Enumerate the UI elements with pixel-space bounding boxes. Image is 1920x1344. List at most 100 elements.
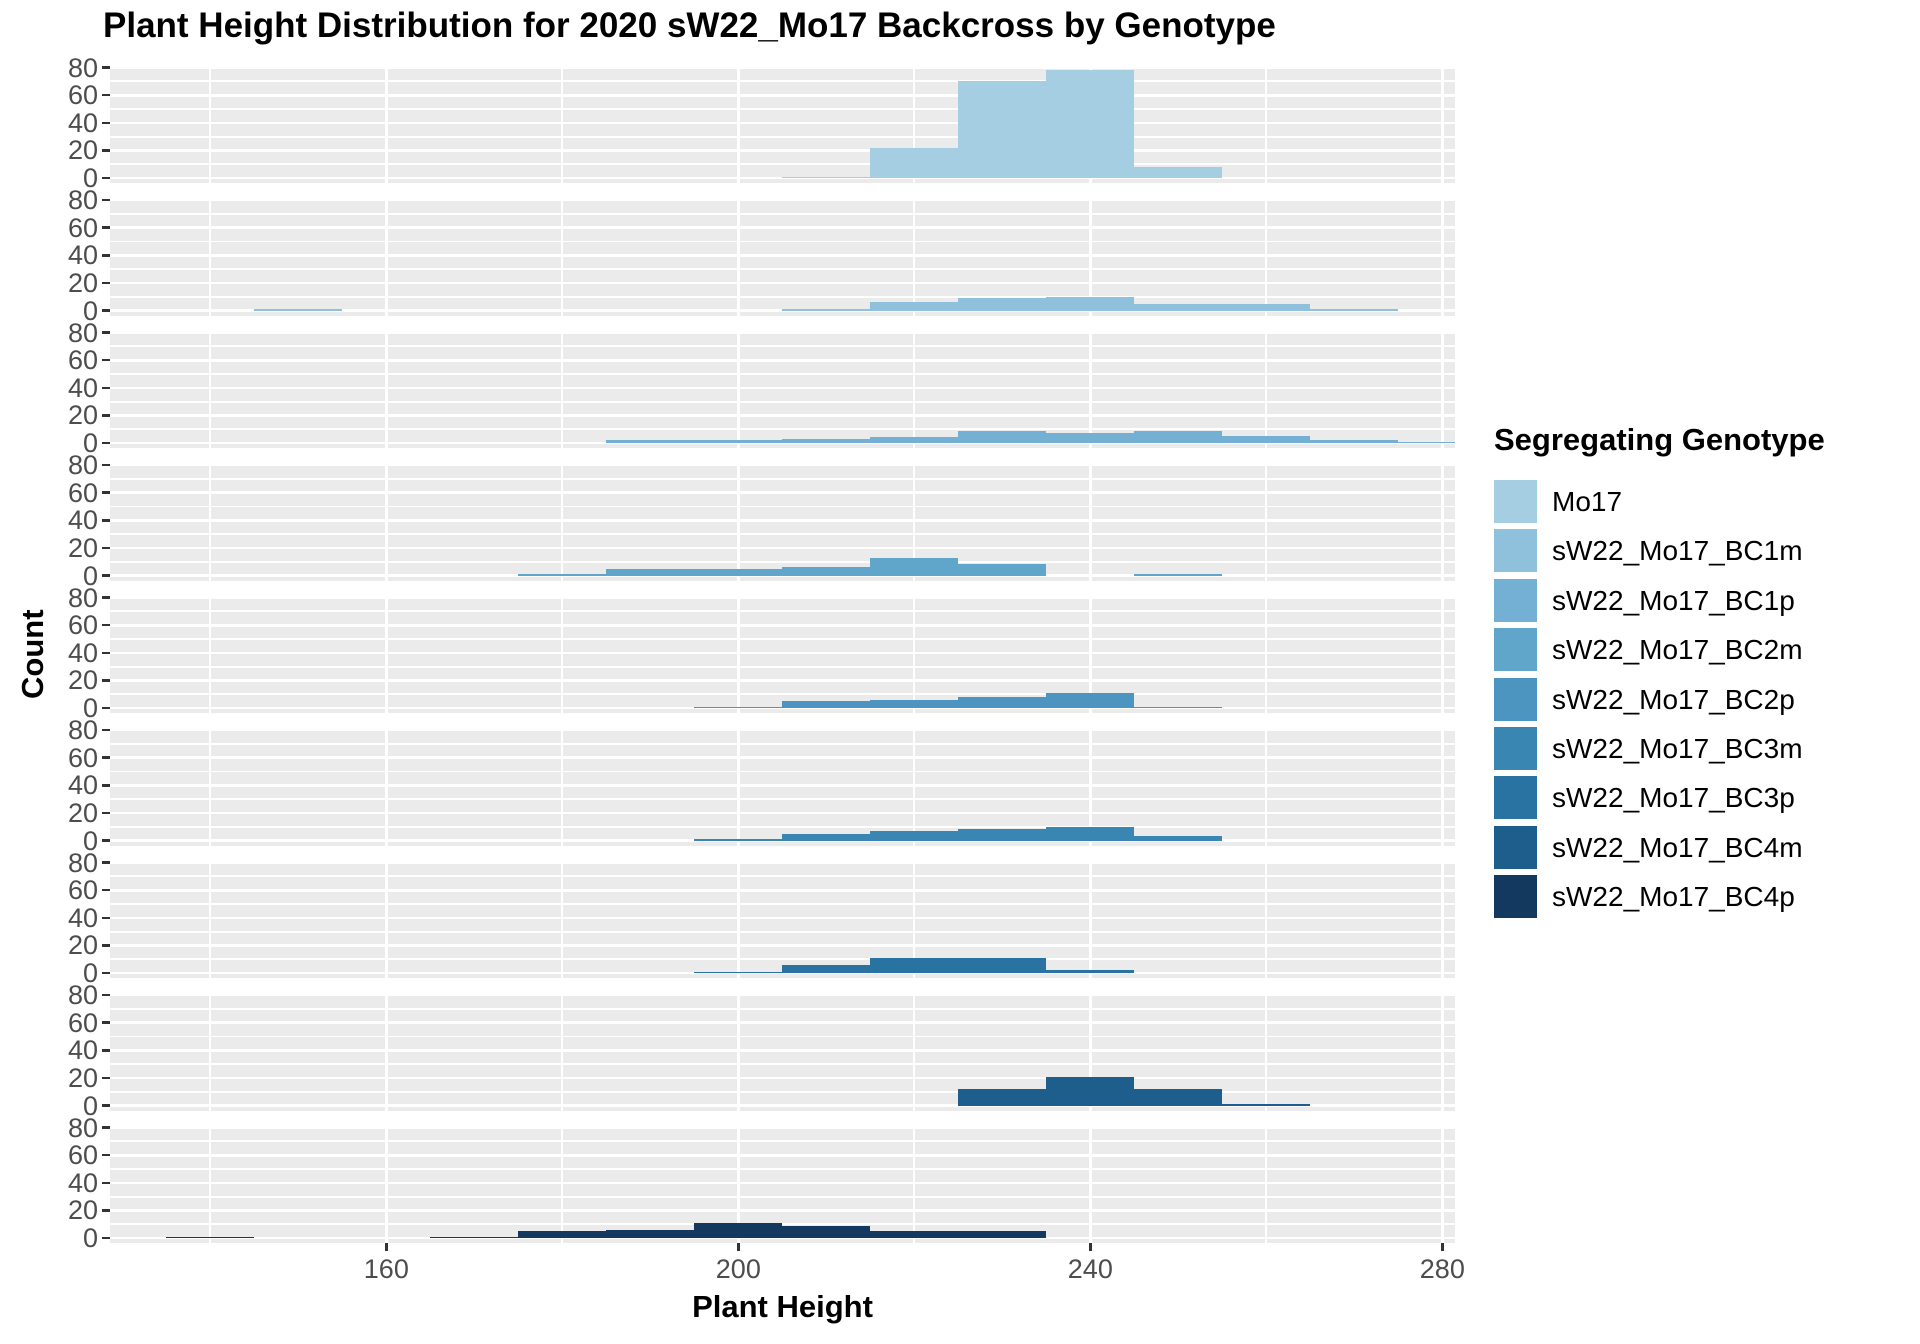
y-major-gridline: [110, 839, 1455, 842]
x-major-gridline: [1088, 1126, 1092, 1243]
histogram-bar: [870, 957, 959, 973]
y-tick-mark: [102, 519, 110, 522]
histogram-bar: [1046, 692, 1135, 708]
histogram-bar: [870, 147, 959, 178]
y-minor-gridline: [110, 108, 1455, 110]
y-tick-mark: [102, 414, 110, 417]
legend-label-sW22_Mo17_BC4p: sW22_Mo17_BC4p: [1552, 881, 1795, 913]
y-minor-gridline: [110, 875, 1455, 878]
histogram-bar: [1134, 836, 1223, 841]
x-minor-gridline: [913, 596, 916, 713]
y-tick-label: 80: [67, 582, 98, 613]
x-minor-gridline: [1265, 993, 1268, 1111]
histogram-bar: [782, 701, 871, 708]
histogram-bar: [694, 706, 783, 708]
y-tick-label: 40: [67, 505, 98, 536]
y-tick-label: 40: [67, 637, 98, 668]
x-major-gridline: [384, 1126, 388, 1243]
y-minor-gridline: [110, 958, 1455, 961]
y-minor-gridline: [110, 295, 1455, 298]
y-tick-mark: [102, 463, 110, 467]
y-major-gridline: [110, 916, 1455, 920]
y-tick-label: 0: [82, 295, 98, 326]
y-major-gridline: [110, 1104, 1455, 1107]
x-major-gridline: [1088, 596, 1092, 713]
y-tick-label: 60: [67, 345, 98, 376]
legend-label-sW22_Mo17_BC3p: sW22_Mo17_BC3p: [1552, 782, 1795, 814]
y-tick-label: 60: [67, 1140, 98, 1171]
y-tick-mark: [102, 574, 110, 577]
y-tick-mark: [102, 811, 110, 815]
x-minor-gridline: [913, 861, 916, 978]
histogram-bar: [782, 567, 871, 576]
y-tick-label: 0: [82, 825, 98, 856]
y-minor-gridline: [110, 1090, 1455, 1093]
x-major-gridline: [384, 331, 388, 448]
x-minor-gridline: [913, 66, 916, 183]
histogram-bar: [782, 833, 871, 841]
y-tick-mark: [102, 226, 110, 229]
y-tick-label: 80: [67, 1112, 98, 1143]
y-tick-mark: [102, 93, 110, 97]
y-minor-gridline: [110, 638, 1455, 640]
histogram-bar: [606, 440, 695, 443]
y-major-gridline: [110, 149, 1455, 152]
x-major-gridline: [736, 993, 740, 1111]
histogram-bar: [782, 176, 871, 178]
y-major-gridline: [110, 414, 1455, 417]
y-tick-mark: [102, 1076, 110, 1080]
y-tick-mark: [102, 1104, 110, 1107]
y-major-gridline: [110, 1181, 1455, 1185]
y-tick-label: 60: [67, 610, 98, 641]
histogram-bar: [606, 1229, 695, 1238]
x-major-gridline: [1088, 728, 1092, 846]
histogram-bar: [694, 1222, 783, 1238]
histogram-bar: [1222, 436, 1311, 443]
histogram-bar: [1046, 433, 1135, 443]
x-major-gridline: [736, 1126, 740, 1243]
y-major-gridline: [110, 66, 1455, 69]
legend-label-sW22_Mo17_BC2m: sW22_Mo17_BC2m: [1552, 634, 1803, 666]
y-tick-label: 0: [82, 958, 98, 988]
y-tick-label: 80: [67, 450, 98, 481]
y-tick-label: 20: [67, 930, 98, 961]
y-major-gridline: [110, 331, 1455, 334]
x-major-gridline: [1440, 728, 1444, 846]
y-major-gridline: [110, 623, 1455, 627]
y-tick-mark: [102, 1049, 110, 1052]
x-major-gridline: [384, 728, 388, 846]
y-tick-label: 0: [82, 693, 98, 723]
y-tick-label: 60: [67, 80, 98, 111]
x-major-gridline: [1440, 198, 1444, 316]
y-major-gridline: [110, 706, 1455, 710]
x-tick-mark: [737, 1243, 740, 1251]
histogram-bar: [1046, 1076, 1135, 1106]
y-major-gridline: [110, 93, 1455, 97]
legend-title: Segregating Genotype: [1494, 422, 1825, 457]
y-minor-gridline: [110, 533, 1455, 536]
y-major-gridline: [110, 386, 1455, 390]
y-tick-label: 40: [67, 770, 98, 801]
y-major-gridline: [110, 1236, 1455, 1240]
y-minor-gridline: [110, 400, 1455, 403]
x-major-gridline: [384, 198, 388, 316]
y-tick-label: 40: [67, 107, 98, 138]
y-tick-mark: [102, 1181, 110, 1185]
y-major-gridline: [110, 993, 1455, 997]
histogram-bar: [1046, 296, 1135, 311]
y-minor-gridline: [110, 742, 1455, 745]
x-minor-gridline: [209, 463, 212, 581]
x-minor-gridline: [209, 198, 212, 316]
y-major-gridline: [110, 176, 1455, 180]
y-tick-mark: [102, 993, 110, 997]
x-major-gridline: [384, 861, 388, 978]
histogram-bar: [1046, 970, 1135, 973]
x-tick-label: 280: [1419, 1254, 1465, 1284]
y-minor-gridline: [110, 693, 1455, 696]
x-minor-gridline: [561, 463, 564, 581]
x-major-gridline: [736, 198, 740, 316]
y-tick-mark: [102, 358, 110, 362]
y-major-gridline: [110, 728, 1455, 732]
histogram-bar: [1046, 826, 1135, 841]
x-tick-label: 200: [715, 1254, 761, 1284]
